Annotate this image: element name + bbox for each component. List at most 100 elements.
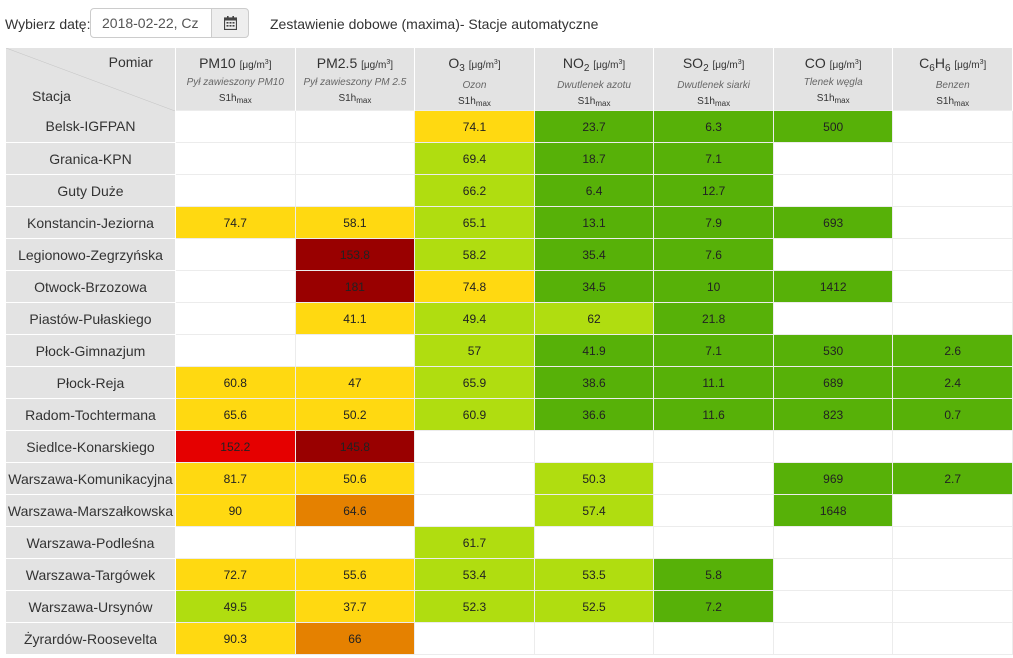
- column-title: O3 [μg/m3]: [448, 55, 501, 74]
- station-name: Granica-KPN: [6, 142, 176, 175]
- column-parameter: S1hmax: [458, 96, 491, 108]
- date-input[interactable]: [90, 8, 212, 38]
- value-cell-no2: 57.4: [533, 494, 655, 527]
- table-row: Warszawa-Marszałkowska 90 64.6 57.4 1648: [6, 494, 1013, 527]
- value-cell-co: [772, 558, 894, 591]
- column-title: PM10 [μg/m3]: [199, 55, 272, 71]
- value-cell-so2: [653, 494, 774, 527]
- station-name: Płock-Reja: [6, 366, 176, 399]
- value-cell-no2: 23.7: [533, 110, 655, 143]
- value-cell-c6h6: 2.6: [892, 334, 1013, 367]
- stacja-label: Stacja: [32, 87, 71, 104]
- column-header-o3: O3 [μg/m3] Ozon S1hmax: [414, 48, 535, 111]
- value-cell-pm10: 60.8: [174, 366, 296, 399]
- value-cell-pm10: [174, 110, 296, 143]
- value-cell-pm25: [294, 334, 416, 367]
- value-cell-pm25: [294, 174, 416, 207]
- value-cell-c6h6: [892, 494, 1013, 527]
- column-header-pm10: PM10 [μg/m3] Pył zawieszony PM10 S1hmax: [174, 48, 296, 111]
- pomiar-label: Pomiar: [108, 54, 153, 70]
- value-cell-no2: [533, 526, 655, 559]
- value-cell-c6h6: [892, 142, 1013, 175]
- column-unit: [μg/m3]: [593, 59, 626, 71]
- value-cell-pm25: 58.1: [294, 206, 416, 239]
- column-parameter: S1hmax: [577, 96, 611, 108]
- value-cell-pm10: 90: [174, 494, 296, 527]
- table-row: Guty Duże 66.2 6.4 12.7: [6, 174, 1013, 207]
- value-cell-no2: 36.6: [533, 398, 655, 431]
- value-cell-o3: 49.4: [414, 302, 535, 335]
- value-cell-so2: 11.1: [653, 366, 774, 399]
- column-header-pm25: PM2.5 [μg/m3] Pył zawieszony PM 2.5 S1hmax: [294, 48, 416, 111]
- value-cell-pm10: 90.3: [174, 622, 296, 655]
- value-cell-no2: 38.6: [533, 366, 655, 399]
- value-cell-pm25: 37.7: [294, 590, 416, 623]
- table-row: Radom-Tochtermana 65.6 50.2 60.9 36.6 11.6 823…: [6, 398, 1013, 431]
- column-title: SO2 [μg/m3]: [682, 55, 745, 74]
- table-row: Piastów-Pułaskiego 41.1 49.4 62 21.8: [6, 302, 1013, 335]
- value-cell-so2: 12.7: [653, 174, 774, 207]
- value-cell-pm10: [174, 526, 296, 559]
- column-unit: [μg/m3]: [954, 59, 987, 71]
- value-cell-o3: 53.4: [414, 558, 535, 591]
- value-cell-co: [772, 174, 894, 207]
- station-name: Warszawa-Marszałkowska: [6, 494, 176, 527]
- value-cell-so2: [653, 622, 774, 655]
- column-title: PM2.5 [μg/m3]: [316, 55, 394, 71]
- table-row: Płock-Reja 60.8 47 65.9 38.6 11.1 689 2.4: [6, 366, 1013, 399]
- value-cell-pm10: [174, 334, 296, 367]
- value-cell-co: [772, 302, 894, 335]
- value-cell-c6h6: [892, 238, 1013, 271]
- value-cell-pm25: 66: [294, 622, 416, 655]
- value-cell-o3: 65.9: [414, 366, 535, 399]
- value-cell-pm25: 145.8: [294, 430, 416, 463]
- value-cell-pm25: 47: [294, 366, 416, 399]
- value-cell-co: [772, 142, 894, 175]
- calendar-icon: [223, 16, 237, 30]
- value-cell-no2: 6.4: [533, 174, 655, 207]
- column-parameter: S1hmax: [338, 93, 372, 105]
- station-name: Piastów-Pułaskiego: [6, 302, 176, 335]
- value-cell-so2: 21.8: [653, 302, 774, 335]
- value-cell-co: 689: [772, 366, 894, 399]
- table-row: Granica-KPN 69.4 18.7 7.1: [6, 142, 1013, 175]
- value-cell-c6h6: [892, 590, 1013, 623]
- station-name: Warszawa-Ursynów: [6, 590, 176, 623]
- value-cell-co: [772, 238, 894, 271]
- table-row: Warszawa-Komunikacyjna 81.7 50.6 50.3 969 2.7: [6, 462, 1013, 495]
- value-cell-pm10: 49.5: [174, 590, 296, 623]
- value-cell-co: 500: [772, 110, 894, 143]
- station-name: Płock-Gimnazjum: [6, 334, 176, 367]
- column-header-co: CO [μg/m3] Tlenek węgla S1hmax: [772, 48, 894, 111]
- value-cell-so2: 7.1: [653, 334, 774, 367]
- value-cell-so2: 5.8: [653, 558, 774, 591]
- table-row: Legionowo-Zegrzyńska 153.8 58.2 35.4 7.6: [6, 238, 1013, 271]
- value-cell-no2: [533, 622, 655, 655]
- table-row: Siedlce-Konarskiego 152.2 145.8: [6, 430, 1013, 463]
- value-cell-so2: 7.2: [653, 590, 774, 623]
- value-cell-no2: 41.9: [533, 334, 655, 367]
- table-row: Warszawa-Targówek 72.7 55.6 53.4 53.5 5.8: [6, 558, 1013, 591]
- value-cell-pm25: 55.6: [294, 558, 416, 591]
- station-name: Warszawa-Targówek: [6, 558, 176, 591]
- page-title: Zestawienie dobowe (maxima)- Stacje auto…: [270, 16, 599, 32]
- column-header-so2: SO2 [μg/m3] Dwutlenek siarki S1hmax: [653, 48, 774, 111]
- value-cell-pm25: [294, 142, 416, 175]
- value-cell-pm25: 64.6: [294, 494, 416, 527]
- value-cell-c6h6: 2.4: [892, 366, 1013, 399]
- value-cell-o3: [414, 430, 535, 463]
- value-cell-pm10: [174, 142, 296, 175]
- station-name: Otwock-Brzozowa: [6, 270, 176, 303]
- calendar-button[interactable]: [211, 8, 249, 38]
- value-cell-o3: [414, 494, 535, 527]
- value-cell-co: 823: [772, 398, 894, 431]
- value-cell-c6h6: [892, 622, 1013, 655]
- column-title: CO [μg/m3]: [804, 55, 862, 71]
- table-row: Żyrardów-Roosevelta 90.3 66: [6, 622, 1013, 655]
- value-cell-pm10: 81.7: [174, 462, 296, 495]
- station-name: Legionowo-Zegrzyńska: [6, 238, 176, 271]
- station-name: Konstancin-Jeziorna: [6, 206, 176, 239]
- column-description: Dwutlenek azotu: [557, 80, 631, 91]
- value-cell-pm10: 65.6: [174, 398, 296, 431]
- value-cell-so2: [653, 526, 774, 559]
